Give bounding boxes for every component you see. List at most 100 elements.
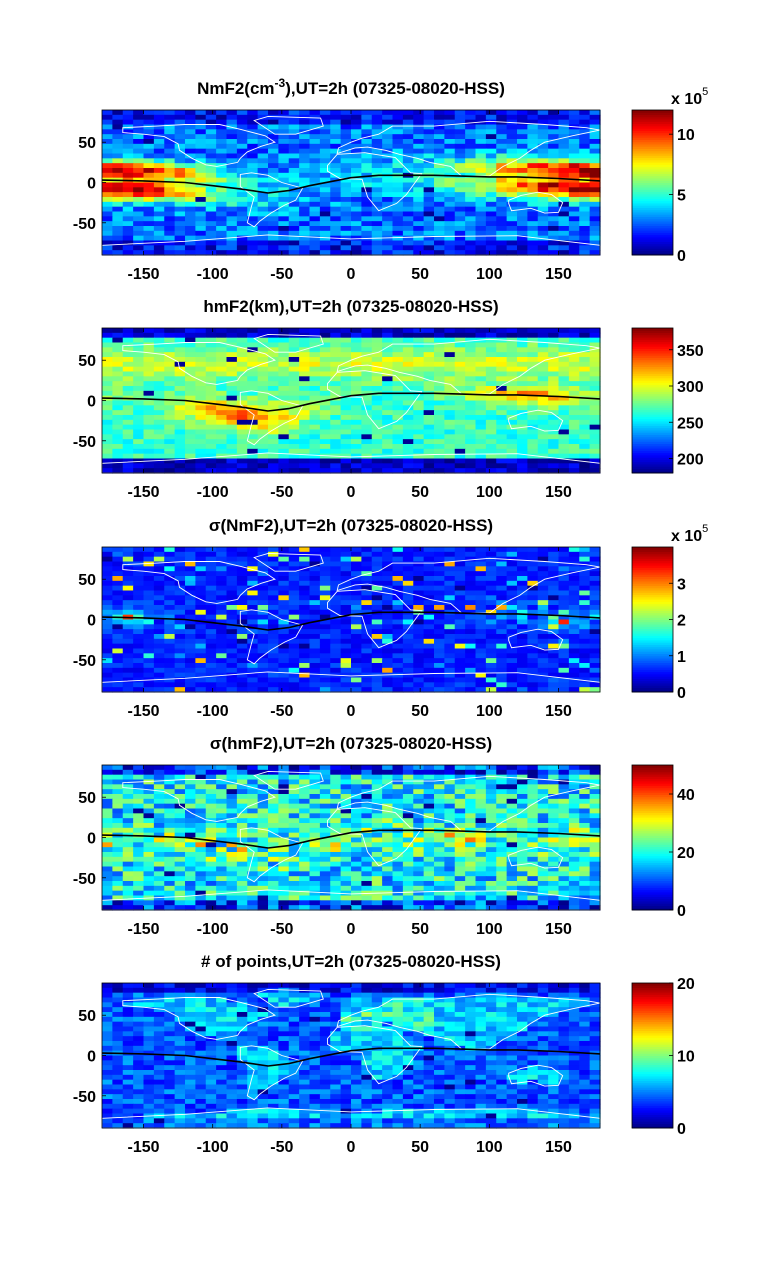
heatmap-cell (185, 400, 196, 406)
heatmap-cell (185, 192, 196, 198)
heatmap-cell (527, 648, 539, 654)
heatmap-cell (475, 448, 487, 455)
heatmap-cell (330, 250, 342, 256)
heatmap-cell (558, 658, 570, 664)
heatmap-cell (371, 328, 383, 334)
heatmap-cell (579, 410, 591, 416)
heatmap-cell (164, 371, 176, 377)
heatmap-cell (143, 153, 155, 159)
heatmap-cell (454, 119, 466, 126)
heatmap-cell (537, 119, 549, 126)
heatmap-cell (112, 163, 124, 169)
heatmap-cell (392, 458, 404, 464)
heatmap-cell (382, 561, 394, 567)
heatmap-cell (434, 168, 445, 174)
heatmap-cell (247, 158, 259, 164)
heatmap-cell (112, 585, 124, 592)
heatmap-cell (392, 774, 404, 781)
heatmap-cell (102, 682, 113, 688)
heatmap-cell (454, 463, 466, 469)
heatmap-cell (299, 245, 311, 251)
heatmap-cell (288, 576, 300, 582)
heatmap-cell (330, 595, 342, 601)
heatmap-cell (340, 114, 352, 121)
heatmap-cell (548, 653, 560, 659)
heatmap-cell (413, 386, 425, 392)
heatmap-cell (475, 158, 487, 164)
heatmap-cell (319, 352, 331, 358)
heatmap-cell (195, 226, 207, 232)
heatmap-cell (579, 444, 591, 450)
coastline-1 (122, 342, 276, 385)
heatmap-cell (537, 779, 549, 785)
heatmap-cell (527, 177, 539, 184)
heatmap-cell (278, 148, 290, 155)
heatmap-cell (153, 765, 165, 771)
colorbar-band (632, 200, 673, 204)
heatmap-cell (527, 658, 539, 664)
heatmap-cell (299, 177, 311, 184)
heatmap-cell (185, 158, 196, 164)
heatmap-cell (465, 458, 477, 464)
heatmap-cell (558, 789, 570, 795)
heatmap-cell (485, 347, 497, 353)
heatmap-cell (506, 769, 518, 776)
heatmap-cell (309, 576, 321, 582)
heatmap-cell (153, 590, 165, 596)
heatmap-cell (340, 667, 352, 674)
heatmap-cell (309, 638, 321, 645)
coastline-2 (239, 609, 304, 665)
heatmap-cell (102, 168, 113, 174)
heatmap-cell (568, 677, 580, 683)
heatmap-cell (444, 576, 456, 582)
heatmap-cell (278, 667, 290, 674)
heatmap-cell (330, 779, 342, 785)
heatmap-cell (216, 332, 228, 339)
heatmap-cell (133, 366, 145, 373)
heatmap-cell (579, 648, 591, 654)
heatmap-cell (278, 424, 290, 431)
heatmap-cell (371, 347, 383, 353)
heatmap-cell (153, 453, 165, 460)
heatmap-cell (122, 419, 134, 426)
heatmap-cell (402, 580, 414, 587)
heatmap-cell (351, 687, 362, 693)
heatmap-cell (444, 614, 456, 621)
heatmap-cell (340, 119, 352, 126)
heatmap-cell (568, 609, 580, 616)
heatmap-cell (340, 444, 352, 450)
heatmap-cell (517, 361, 528, 368)
heatmap-cell (309, 634, 321, 640)
heatmap-cell (185, 240, 196, 246)
heatmap-cell (454, 453, 466, 460)
heatmap-cell (143, 682, 155, 688)
heatmap-cell (475, 677, 487, 683)
heatmap-cell (558, 148, 570, 155)
heatmap-cell (174, 779, 186, 785)
heatmap-cell (444, 148, 456, 155)
heatmap-cell (268, 458, 279, 464)
heatmap-cell (319, 405, 331, 411)
heatmap-cell (143, 453, 155, 460)
heatmap-cell (423, 658, 435, 664)
heatmap-cell (102, 366, 113, 373)
heatmap-cell (153, 395, 165, 402)
heatmap-cell (164, 458, 176, 464)
heatmap-cell (195, 667, 207, 674)
heatmap-cell (195, 677, 207, 683)
heatmap-cell (454, 332, 466, 339)
heatmap-cell (164, 221, 176, 227)
heatmap-cell (216, 609, 228, 616)
heatmap-cell (340, 405, 352, 411)
heatmap-cell (413, 177, 425, 184)
heatmap-cell (185, 779, 196, 785)
heatmap-cell (413, 110, 425, 116)
heatmap-cell (226, 230, 238, 237)
heatmap-cell (216, 129, 228, 135)
heatmap-cell (423, 439, 435, 445)
colorbar-band (632, 346, 673, 349)
heatmap-cell (568, 643, 580, 650)
heatmap-cell (299, 605, 311, 611)
heatmap-cell (517, 216, 528, 222)
heatmap-cell (205, 352, 217, 358)
